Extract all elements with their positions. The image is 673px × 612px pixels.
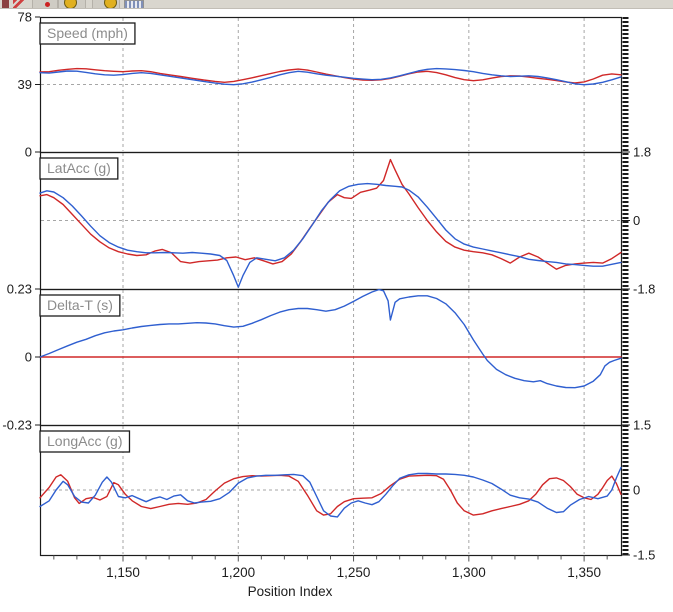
panel-longacc-label: LongAcc (g) — [47, 433, 122, 449]
panel-longacc-label-box — [39, 430, 131, 453]
x-axis-tick-label: 1,300 — [452, 565, 486, 580]
latacc-axis-tick-label: -1.8 — [633, 282, 655, 297]
longacc-axis-tick-label: 0 — [633, 483, 640, 498]
yellow-circle-icon[interactable] — [104, 0, 117, 8]
toolbar — [0, 0, 673, 9]
deltat-series-blue-lap — [39, 288, 622, 389]
red-cross-arrows-icon[interactable] — [13, 0, 26, 8]
speed-axis-tick-label: 0 — [25, 145, 32, 160]
x-axis-tick-label: 1,200 — [221, 565, 255, 580]
deltat-axis-tick-label: 0.23 — [7, 282, 32, 297]
panel-latacc-label: LatAcc (g) — [47, 160, 111, 176]
panel-deltat-label: Delta-T (s) — [47, 297, 113, 313]
longacc-axis-tick-label: 1.5 — [633, 418, 651, 433]
x-axis-title: Position Index — [248, 584, 333, 599]
deltat-axis-tick-label: -0.23 — [2, 418, 32, 433]
longacc-series-red-lap — [39, 474, 622, 516]
red-dot-icon[interactable] — [45, 2, 50, 7]
panel-latacc-label-box — [39, 157, 119, 180]
blue-striped-list-icon[interactable] — [124, 0, 144, 8]
panel-deltat-label-box — [39, 294, 121, 317]
yellow-circle-icon[interactable] — [64, 0, 77, 8]
longacc-axis-tick-label: -1.5 — [633, 548, 655, 563]
panel-speed-label-box — [39, 22, 136, 45]
longacc-series-blue-lap — [39, 466, 622, 518]
red-arrow-icon[interactable] — [2, 0, 9, 8]
latacc-series-blue-lap — [39, 182, 622, 288]
latacc-series-red-lap — [39, 158, 622, 270]
speed-series-blue-lap — [39, 67, 622, 86]
latacc-axis-tick-label: 0 — [633, 213, 640, 228]
panel-speed-label: Speed (mph) — [47, 25, 128, 41]
x-axis-tick-label: 1,250 — [337, 565, 371, 580]
x-axis-tick-label: 1,150 — [106, 565, 140, 580]
speed-axis-tick-label: 39 — [18, 77, 32, 92]
deltat-axis-tick-label: 0 — [25, 350, 32, 365]
latacc-axis-tick-label: 1.8 — [633, 145, 651, 160]
speed-axis-tick-label: 78 — [18, 10, 32, 25]
x-axis-tick-label: 1,350 — [567, 565, 601, 580]
